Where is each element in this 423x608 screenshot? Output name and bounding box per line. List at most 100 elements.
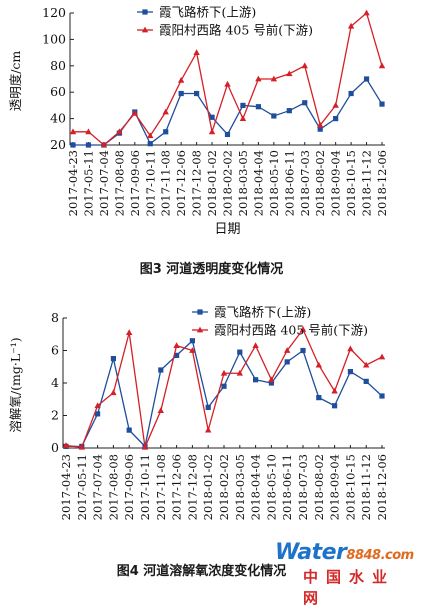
- x-tick-label: 2018-05-10: [264, 454, 278, 520]
- data-point-square: [286, 108, 292, 114]
- data-point-triangle: [78, 443, 85, 450]
- x-tick-label: 2017-07-04: [91, 454, 105, 520]
- x-tick-label: 2018-12-06: [375, 150, 389, 216]
- data-point-triangle: [116, 128, 123, 135]
- x-tick-label: 2018-07-03: [298, 150, 312, 216]
- x-tick-label: 2017-12-06: [174, 150, 188, 216]
- y-tick-label: 20: [50, 137, 66, 152]
- data-point-triangle: [286, 70, 293, 77]
- x-tick-label: 2017-11-08: [154, 454, 168, 520]
- data-point-triangle: [378, 62, 386, 69]
- x-tick-label: 2018-06-11: [280, 454, 294, 520]
- x-tick-label: 2017-05-11: [75, 454, 89, 520]
- data-point-square: [363, 378, 369, 384]
- data-point-triangle: [131, 109, 138, 116]
- x-tick-label: 2018-04-04: [251, 150, 265, 216]
- data-point-triangle: [220, 369, 228, 376]
- data-point-triangle: [236, 369, 243, 376]
- data-point-square: [126, 427, 132, 433]
- x-tick-label: 2018-05-10: [267, 150, 281, 216]
- data-point-square: [85, 142, 92, 148]
- data-point-triangle: [378, 353, 386, 360]
- data-point-triangle: [239, 115, 247, 121]
- data-point-square: [332, 403, 338, 409]
- data-point-square: [379, 393, 385, 399]
- x-tick-label: 2018-01-02: [201, 454, 215, 520]
- data-point-square: [110, 356, 116, 362]
- data-point-triangle: [208, 128, 216, 135]
- x-tick-label: 2018-12-06: [375, 454, 389, 520]
- data-point-square: [70, 142, 76, 148]
- y-tick-label: 8: [51, 310, 59, 325]
- data-point-square: [302, 100, 308, 106]
- y-tick-label: 0: [51, 440, 59, 455]
- x-tick-label: 2017-12-08: [190, 150, 204, 216]
- data-point-triangle: [162, 108, 169, 115]
- data-point-triangle: [173, 342, 180, 349]
- x-tick-label: 2018-02-02: [217, 454, 231, 520]
- data-point-square: [316, 395, 322, 401]
- x-tick-label: 2017-08-08: [106, 454, 120, 520]
- x-tick-label: 2017-04-23: [66, 150, 80, 216]
- data-point-triangle: [331, 387, 338, 394]
- watermark-brand: Water8848.com: [275, 540, 414, 565]
- data-point-square: [205, 404, 211, 410]
- x-tick-label: 2018-08-02: [312, 454, 326, 520]
- data-point-triangle: [270, 75, 278, 82]
- data-point-triangle: [205, 426, 212, 433]
- legend-label: 霞阳村西路 405 号前(下游): [159, 23, 313, 38]
- x-tick-label: 2017-08-08: [112, 150, 126, 216]
- x-tick-label: 2018-09-04: [328, 454, 342, 520]
- data-point-triangle: [100, 141, 108, 148]
- data-point-square: [95, 411, 101, 417]
- x-tick-label: 2018-11-12: [359, 454, 373, 520]
- x-tick-label: 2018-01-02: [205, 150, 219, 216]
- data-point-square: [253, 377, 259, 383]
- x-tick-label: 2017-09-06: [128, 150, 142, 216]
- data-point-square: [379, 101, 385, 107]
- legend-marker-triangle: [141, 26, 149, 33]
- data-point-triangle: [141, 443, 149, 450]
- legend-marker-square: [197, 309, 203, 315]
- data-point-triangle: [85, 128, 92, 135]
- data-point-square: [268, 380, 274, 386]
- y-tick-label: 40: [50, 111, 66, 126]
- data-point-triangle: [363, 361, 370, 368]
- figure-3-caption: 图3 河道透明度变化情况: [139, 262, 284, 277]
- data-point-triangle: [332, 102, 339, 108]
- data-point-square: [363, 76, 370, 82]
- data-point-triangle: [62, 442, 70, 448]
- data-point-square: [255, 104, 261, 110]
- x-tick-label: 2018-04-04: [249, 454, 263, 520]
- data-point-triangle: [193, 49, 200, 55]
- legend-label: 霞阳村西路 405 号前(下游): [214, 323, 368, 338]
- x-tick-label: 2018-02-02: [221, 150, 235, 216]
- data-point-triangle: [347, 22, 355, 29]
- data-point-triangle: [315, 361, 322, 368]
- data-point-square: [147, 141, 153, 147]
- x-tick-label: 2017-10-11: [143, 150, 157, 216]
- x-tick-label: 2018-10-15: [343, 454, 357, 520]
- data-point-triangle: [147, 132, 154, 139]
- x-tick-label: 2018-03-05: [236, 150, 250, 216]
- y-tick-label: 60: [50, 84, 66, 99]
- figure-4-caption: 图4 河道溶解氧浓度变化情况: [116, 564, 287, 579]
- data-point-square: [240, 102, 246, 108]
- x-tick-label: 2017-05-11: [81, 150, 95, 216]
- data-point-square: [163, 129, 169, 135]
- legend-marker-square: [142, 9, 148, 15]
- data-point-triangle: [126, 329, 133, 336]
- data-point-triangle: [157, 407, 164, 414]
- x-tick-label: 2017-04-23: [59, 454, 73, 520]
- water8848-watermark: Water8848.com 中国水业网: [275, 540, 415, 607]
- data-point-square: [348, 90, 354, 97]
- watermark-subtitle: 中国水业网: [303, 568, 396, 607]
- x-tick-label: 2017-11-08: [159, 150, 173, 216]
- data-point-triangle: [284, 347, 291, 353]
- x-tick-label: 2018-08-02: [313, 150, 327, 216]
- data-point-square: [271, 113, 277, 119]
- y-tick-label: 80: [50, 58, 66, 73]
- x-axis-label: 日期: [214, 222, 240, 237]
- x-tick-label: 2018-11-12: [360, 150, 374, 216]
